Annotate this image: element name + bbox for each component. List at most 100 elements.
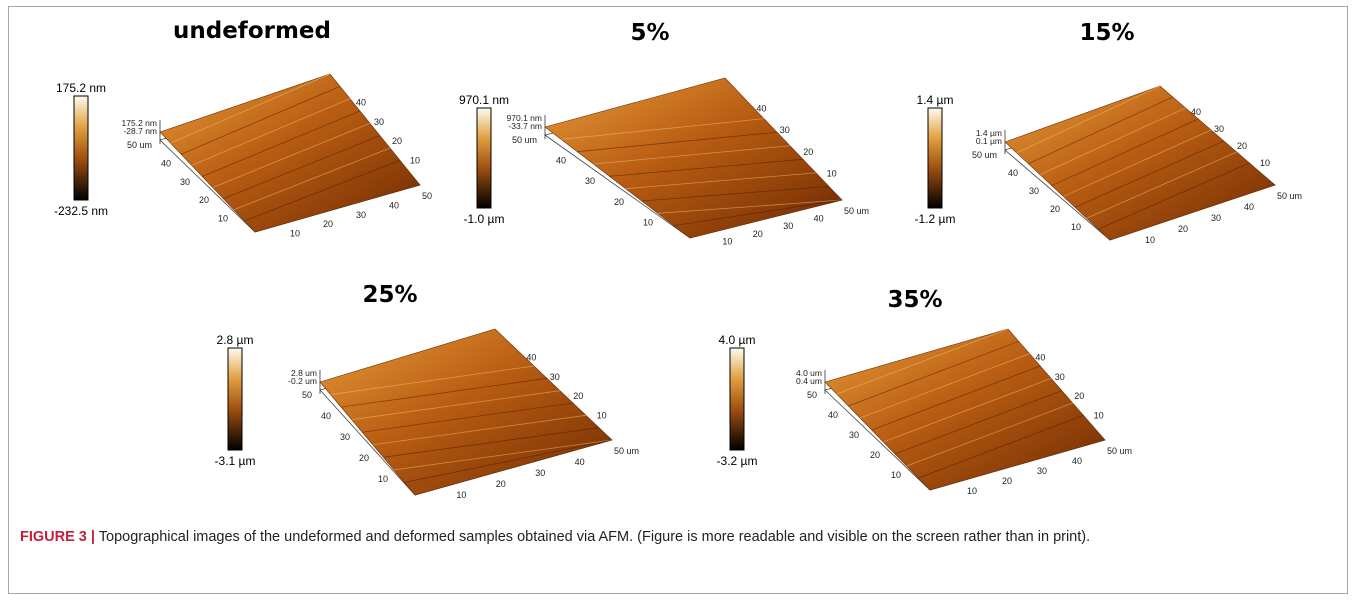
x-tick-label: 20: [496, 479, 506, 489]
y-tick-label: 20: [359, 453, 369, 463]
y-tick-label: 50 um: [127, 140, 152, 150]
page: {"panels": [ {"title": "undeformed", "sc…: [0, 0, 1357, 604]
back-tick-label: 10: [410, 156, 420, 166]
x-tick-label: 50: [422, 191, 432, 201]
x-tick-label: 40: [1244, 202, 1254, 212]
x-tick-label: 30: [1037, 466, 1047, 476]
z-label: -28.7 nm: [123, 126, 157, 136]
y-tick-label: 10: [218, 214, 228, 224]
z-label: -33.7 nm: [508, 121, 542, 131]
x-tick-label: 50 um: [614, 446, 639, 456]
x-tick-label: 20: [1002, 476, 1012, 486]
back-tick-label: 40: [756, 104, 766, 114]
x-tick-label: 50 um: [1277, 191, 1302, 201]
y-tick-label: 20: [870, 450, 880, 460]
back-tick-label: 20: [392, 136, 402, 146]
back-tick-label: 20: [1237, 141, 1247, 151]
color-scale: [477, 108, 491, 208]
x-tick-label: 40: [389, 200, 399, 210]
scale-max: 1.4 µm: [917, 93, 954, 107]
back-tick-label: 10: [1094, 411, 1104, 421]
y-tick-label: 30: [180, 177, 190, 187]
scale-min: -3.1 µm: [215, 454, 256, 468]
z-label: -0.2 um: [288, 376, 317, 386]
back-tick-label: 10: [597, 411, 607, 421]
afm-surface: [1005, 86, 1275, 240]
back-tick-label: 10: [1260, 158, 1270, 168]
y-tick-label: 10: [643, 217, 653, 227]
panel-title: 35%: [887, 287, 942, 313]
caption-label: FIGURE 3 |: [20, 529, 95, 545]
panel-title: 15%: [1079, 20, 1134, 46]
x-tick-label: 10: [722, 236, 732, 246]
x-tick-label: 40: [1072, 456, 1082, 466]
afm-surface: [545, 78, 842, 238]
y-tick-label: 30: [340, 432, 350, 442]
back-tick-label: 20: [803, 147, 813, 157]
y-tick-label: 30: [1029, 186, 1039, 196]
scale-max: 175.2 nm: [56, 81, 106, 95]
x-tick-label: 10: [456, 490, 466, 500]
caption-text: Topographical images of the undeformed a…: [99, 529, 1090, 545]
z-label: 0.4 um: [796, 376, 822, 386]
back-tick-label: 40: [1191, 107, 1201, 117]
z-label: 0.1 µm: [976, 136, 1002, 146]
scale-min: -1.2 µm: [915, 212, 956, 226]
back-tick-label: 20: [1074, 391, 1084, 401]
scale-max: 970.1 nm: [459, 93, 509, 107]
scale-max: 4.0 µm: [719, 333, 756, 347]
back-tick-label: 40: [1035, 352, 1045, 362]
x-tick-label: 30: [783, 221, 793, 231]
y-tick-label: 10: [891, 470, 901, 480]
x-tick-label: 20: [323, 219, 333, 229]
panel-title: 5%: [630, 20, 669, 46]
color-scale: [74, 96, 88, 200]
y-tick-label: 40: [556, 156, 566, 166]
y-tick-label: 50: [807, 390, 817, 400]
y-tick-label: 40: [1008, 168, 1018, 178]
x-tick-label: 50 um: [1107, 446, 1132, 456]
back-tick-label: 20: [573, 391, 583, 401]
y-tick-label: 50 um: [972, 150, 997, 160]
back-tick-label: 30: [780, 125, 790, 135]
y-tick-label: 30: [849, 430, 859, 440]
x-tick-label: 10: [290, 229, 300, 239]
scale-min: -3.2 µm: [717, 454, 758, 468]
y-tick-label: 10: [1071, 222, 1081, 232]
x-tick-label: 50 um: [844, 206, 869, 216]
y-tick-label: 20: [199, 195, 209, 205]
x-tick-label: 30: [535, 468, 545, 478]
back-tick-label: 30: [550, 372, 560, 382]
back-tick-label: 30: [1055, 372, 1065, 382]
back-tick-label: 40: [356, 97, 366, 107]
x-tick-label: 20: [1178, 224, 1188, 234]
back-tick-label: 10: [827, 168, 837, 178]
color-scale: [928, 108, 942, 208]
scale-max: 2.8 µm: [217, 333, 254, 347]
x-tick-label: 10: [1145, 235, 1155, 245]
y-tick-label: 30: [585, 176, 595, 186]
color-scale: [228, 348, 242, 450]
color-scale: [730, 348, 744, 450]
x-tick-label: 30: [1211, 213, 1221, 223]
y-tick-label: 20: [1050, 204, 1060, 214]
y-tick-label: 10: [378, 474, 388, 484]
caption: FIGURE 3 | Topographical images of the u…: [20, 526, 1330, 548]
back-tick-label: 40: [526, 352, 536, 362]
y-tick-label: 40: [161, 158, 171, 168]
x-tick-label: 40: [575, 457, 585, 467]
back-tick-label: 30: [1214, 124, 1224, 134]
x-tick-label: 10: [967, 486, 977, 496]
afm-surface: [160, 74, 420, 232]
y-tick-label: 40: [828, 410, 838, 420]
x-tick-label: 20: [753, 229, 763, 239]
scale-min: -232.5 nm: [54, 204, 108, 218]
back-tick-label: 30: [374, 117, 384, 127]
x-tick-label: 30: [356, 210, 366, 220]
y-tick-label: 40: [321, 411, 331, 421]
y-tick-label: 50: [302, 390, 312, 400]
y-tick-label: 20: [614, 197, 624, 207]
x-tick-label: 40: [814, 214, 824, 224]
panel-title: undeformed: [173, 18, 331, 44]
